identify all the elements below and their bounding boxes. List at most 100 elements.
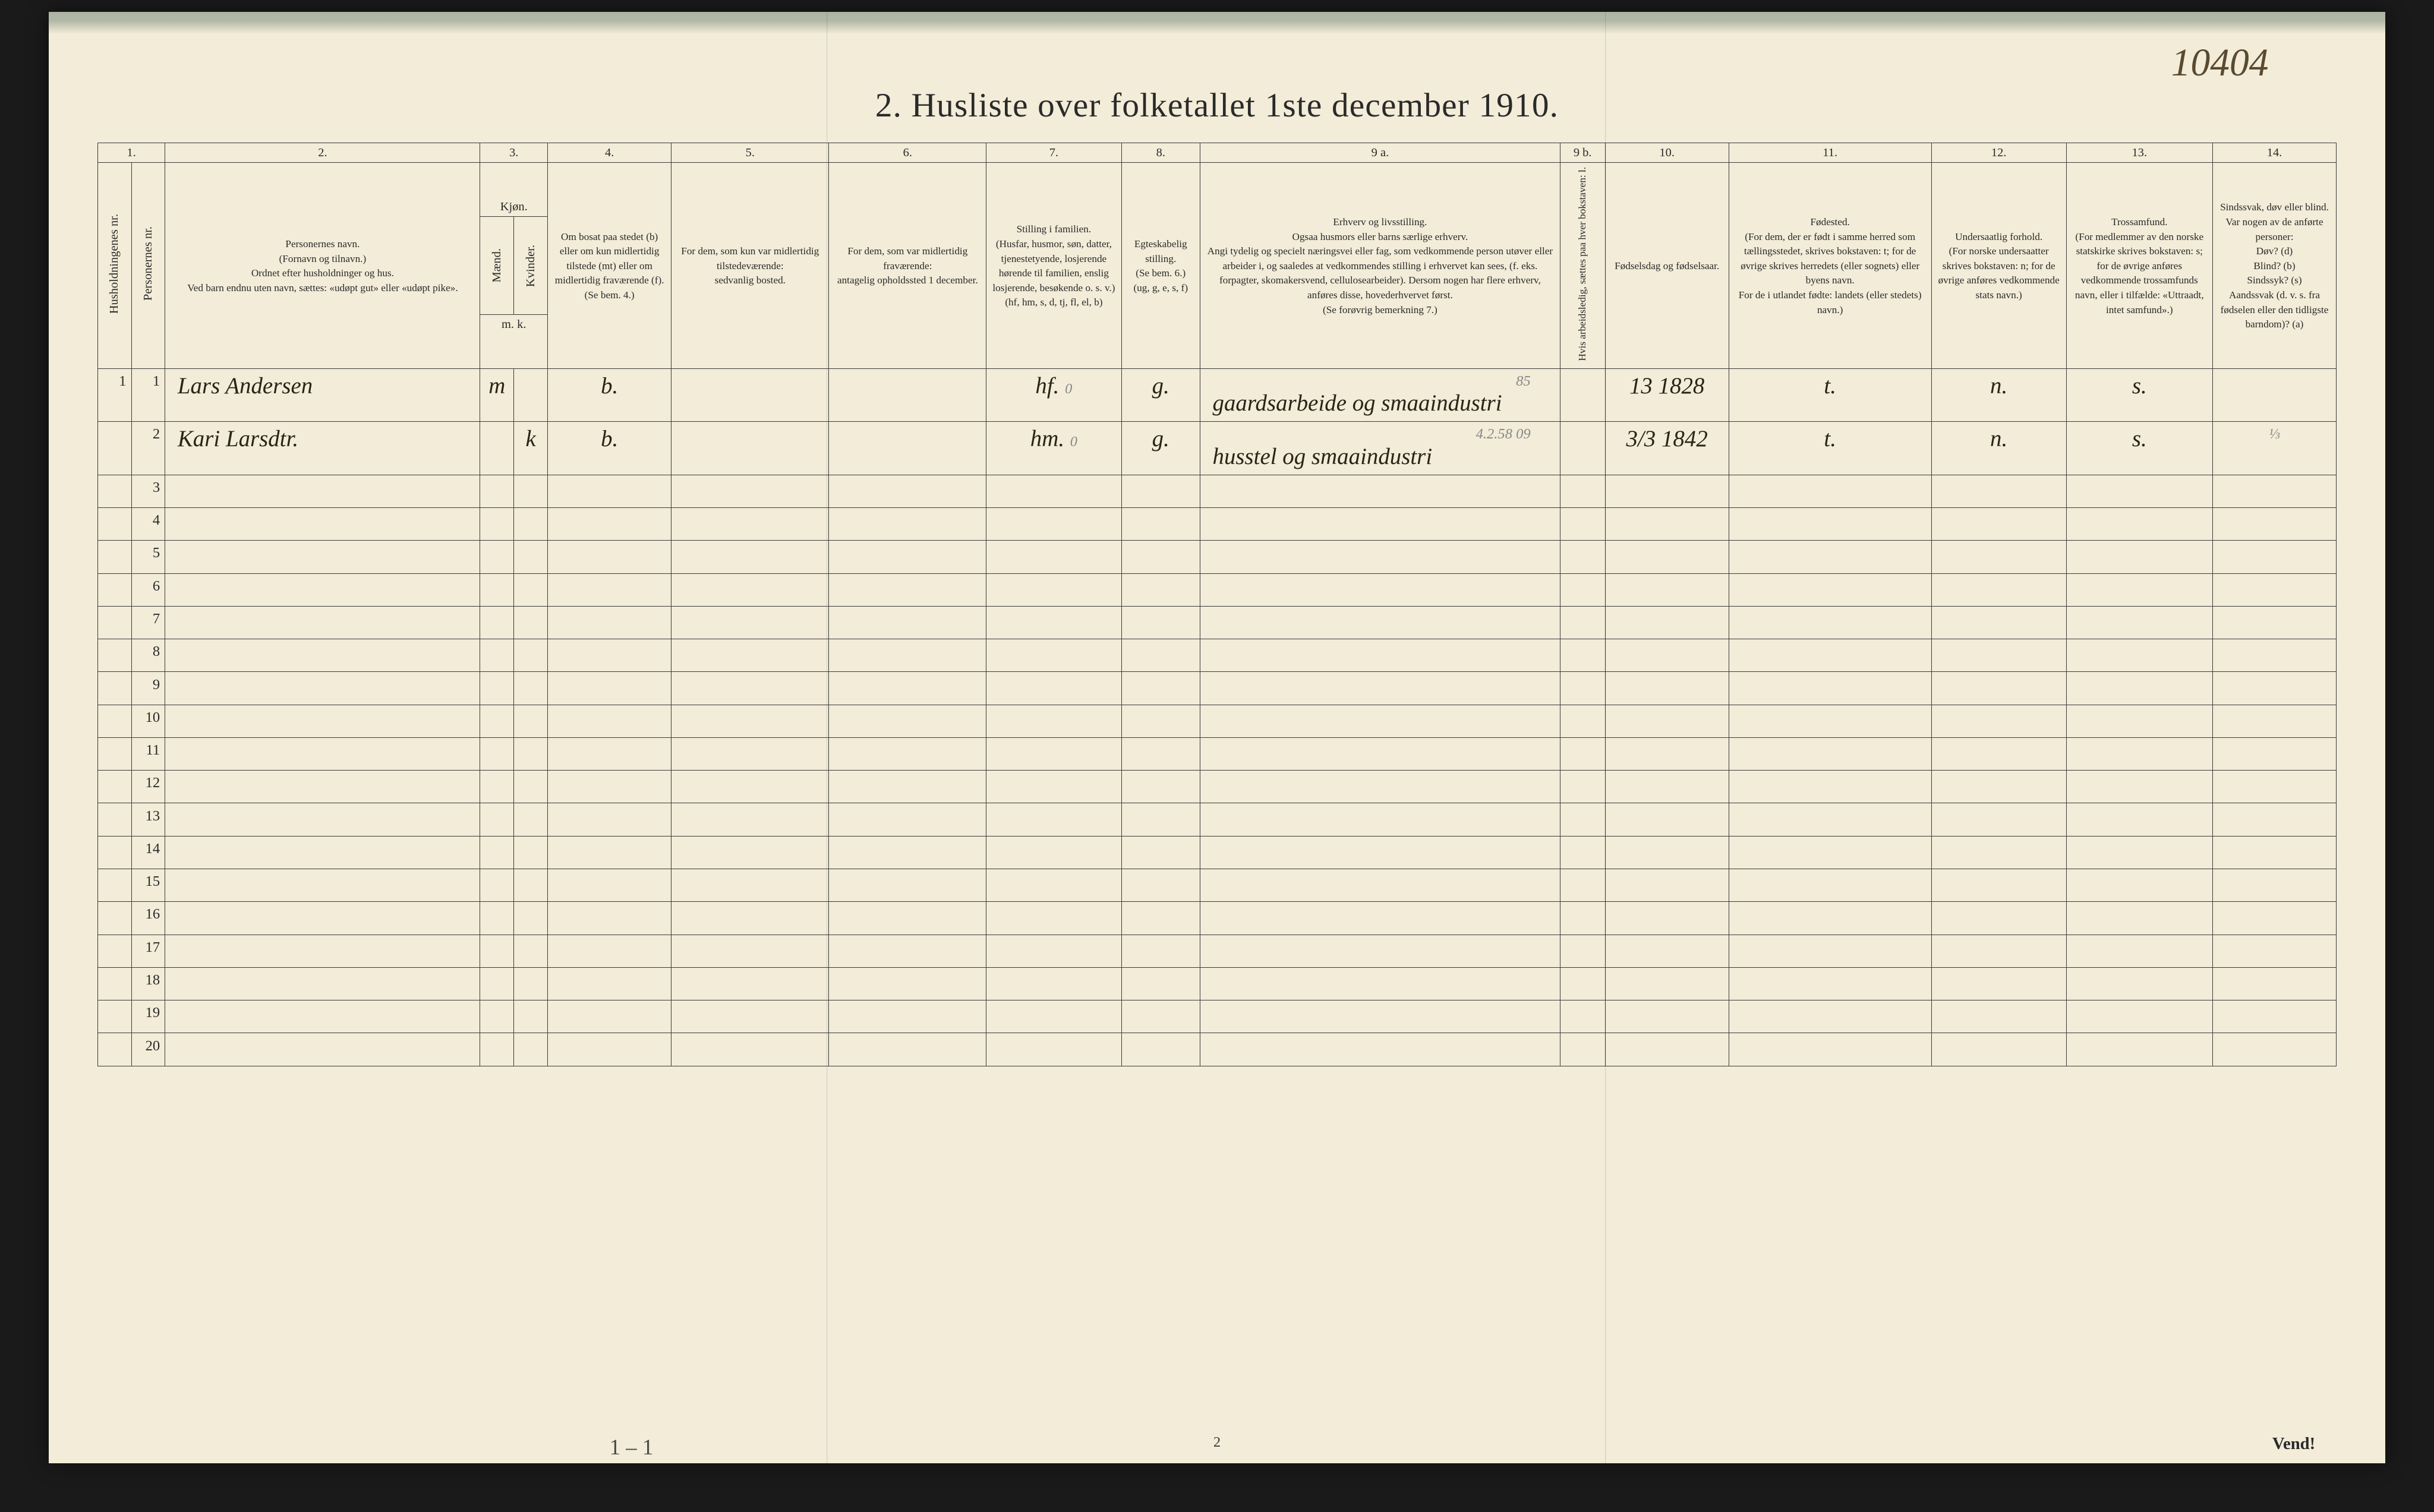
header-sex: Kjøn. Mænd. Kvinder. m. k. [480, 163, 548, 368]
cell-empty [2066, 541, 2212, 573]
cell-empty [671, 869, 829, 902]
person-nr: 17 [131, 935, 165, 967]
cell-empty [514, 475, 548, 507]
cell-empty [829, 507, 986, 540]
cell-empty [829, 475, 986, 507]
cell-empty [1200, 771, 1560, 803]
cell-empty [548, 967, 671, 1000]
cell-empty [1121, 803, 1200, 836]
cell-empty [986, 967, 1121, 1000]
household-nr: 1 [97, 368, 131, 421]
cell-empty [986, 573, 1121, 606]
header-family-position: Stilling i familien. (Husfar, husmor, sø… [986, 163, 1121, 368]
census-table: 1. 2. 3. 4. 5. 6. 7. 8. 9 a. 9 b. 10. 11… [97, 143, 2337, 1066]
cell-empty [514, 705, 548, 737]
cell-empty [829, 606, 986, 639]
cell-empty [165, 705, 480, 737]
cell-empty [514, 902, 548, 935]
header-text: Hvis arbeidsledig, sættes paa hver bokst… [1577, 167, 1589, 361]
cell-empty [671, 705, 829, 737]
cell-empty [2066, 902, 2212, 935]
household-nr [97, 902, 131, 935]
cell-empty [986, 541, 1121, 573]
cell-empty [1605, 541, 1729, 573]
cell-sex-m: m [480, 368, 514, 421]
census-page: 10404 2. Husliste over folketallet 1ste … [49, 12, 2385, 1463]
cell-empty [480, 869, 514, 902]
cell-empty [480, 902, 514, 935]
colnum-1: 1. [97, 143, 165, 163]
cell-empty [548, 541, 671, 573]
table-row-empty: 5 [97, 541, 2336, 573]
footer-tally: 1 – 1 [610, 1434, 654, 1460]
cell-sex-k: k [514, 422, 548, 475]
cell-empty [2212, 869, 2336, 902]
cell-empty [829, 967, 986, 1000]
cell-empty [829, 902, 986, 935]
cell-empty [1931, 1000, 2066, 1033]
household-nr [97, 541, 131, 573]
cell-empty [2212, 967, 2336, 1000]
cell-empty [1931, 737, 2066, 770]
cell-empty [165, 672, 480, 705]
header-text: Fødested. (For dem, der er født i samme … [1739, 216, 1922, 315]
cell-empty [2212, 606, 2336, 639]
cell-empty [480, 705, 514, 737]
cell-empty [165, 541, 480, 573]
cell-empty [671, 935, 829, 967]
cell-empty [548, 869, 671, 902]
table-row-empty: 15 [97, 869, 2336, 902]
cell-empty [2212, 803, 2336, 836]
cell-birthplace: t. [1729, 368, 1931, 421]
cell-empty [1605, 967, 1729, 1000]
cell-empty [1560, 902, 1605, 935]
person-nr: 19 [131, 1000, 165, 1033]
cell-empty [1121, 836, 1200, 869]
cell-empty [1560, 573, 1605, 606]
cell-empty [1605, 935, 1729, 967]
cell-empty [1200, 737, 1560, 770]
cell-empty [2066, 507, 2212, 540]
cell-empty [480, 475, 514, 507]
cell-empty [1605, 705, 1729, 737]
cell-empty [2066, 606, 2212, 639]
cell-empty [514, 803, 548, 836]
header-birth: Fødselsdag og fødselsaar. [1605, 163, 1729, 368]
cell-empty [671, 803, 829, 836]
cell-empty [1931, 475, 2066, 507]
cell-empty [1121, 705, 1200, 737]
cell-empty [829, 1033, 986, 1066]
cell-empty [1200, 803, 1560, 836]
cell-empty [548, 1000, 671, 1033]
cell-empty [2066, 705, 2212, 737]
cell-empty [2212, 507, 2336, 540]
colnum-5: 5. [671, 143, 829, 163]
cell-empty [671, 475, 829, 507]
cell-unemployed [1560, 422, 1605, 475]
cell-empty [480, 803, 514, 836]
cell-empty [1560, 771, 1605, 803]
cell-empty [1121, 475, 1200, 507]
person-nr: 5 [131, 541, 165, 573]
cell-empty [548, 507, 671, 540]
person-nr: 2 [131, 422, 165, 475]
cell-empty [1121, 1033, 1200, 1066]
cell-empty [986, 705, 1121, 737]
household-nr [97, 475, 131, 507]
header-mk: m. k. [480, 314, 547, 334]
table-row-empty: 8 [97, 639, 2336, 672]
cell-empty [514, 737, 548, 770]
cell-empty [1121, 1000, 1200, 1033]
cell-empty [165, 1000, 480, 1033]
household-nr [97, 1000, 131, 1033]
cell-empty [1560, 606, 1605, 639]
cell-empty [1605, 869, 1729, 902]
cell-empty [1729, 541, 1931, 573]
cell-empty [1560, 1033, 1605, 1066]
cell-empty [548, 475, 671, 507]
cell-empty [1121, 507, 1200, 540]
cell-empty [1200, 573, 1560, 606]
cell-empty [548, 672, 671, 705]
cell-sex-k [514, 368, 548, 421]
cell-empty [829, 836, 986, 869]
